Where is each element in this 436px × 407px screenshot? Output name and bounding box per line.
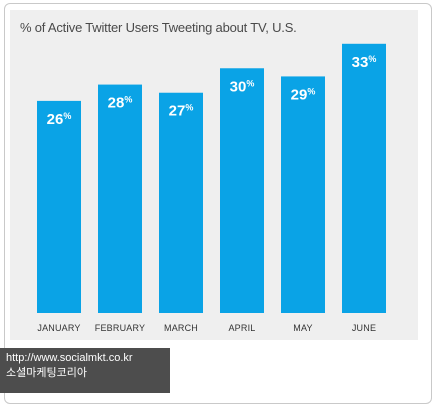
x-tick-march: MARCH xyxy=(164,323,198,333)
data-label-april: 30% xyxy=(230,78,255,95)
data-label-february: 28% xyxy=(108,95,133,112)
x-tick-june: JUNE xyxy=(352,323,376,333)
credit-name: 소셜마케팅코리아 xyxy=(6,367,87,379)
x-tick-may: MAY xyxy=(293,323,312,333)
bar-may xyxy=(281,76,325,313)
data-label-june: 33% xyxy=(352,54,377,71)
bar-june xyxy=(342,43,386,313)
credit-url: http://www.socialmkt.co.kr xyxy=(6,352,133,364)
bar-march xyxy=(159,92,203,313)
bar-february xyxy=(98,84,142,313)
data-label-march: 27% xyxy=(169,103,194,120)
bar-april xyxy=(220,68,264,314)
credit-overlay: http://www.socialmkt.co.kr 소셜마케팅코리아 xyxy=(0,348,170,393)
chart-title: % of Active Twitter Users Tweeting about… xyxy=(20,20,297,35)
data-label-may: 29% xyxy=(291,86,316,103)
x-tick-april: APRIL xyxy=(228,323,255,333)
bar-january xyxy=(37,100,81,313)
data-label-january: 26% xyxy=(47,111,72,128)
x-tick-january: JANUARY xyxy=(37,323,80,333)
x-tick-february: FEBRUARY xyxy=(95,323,145,333)
